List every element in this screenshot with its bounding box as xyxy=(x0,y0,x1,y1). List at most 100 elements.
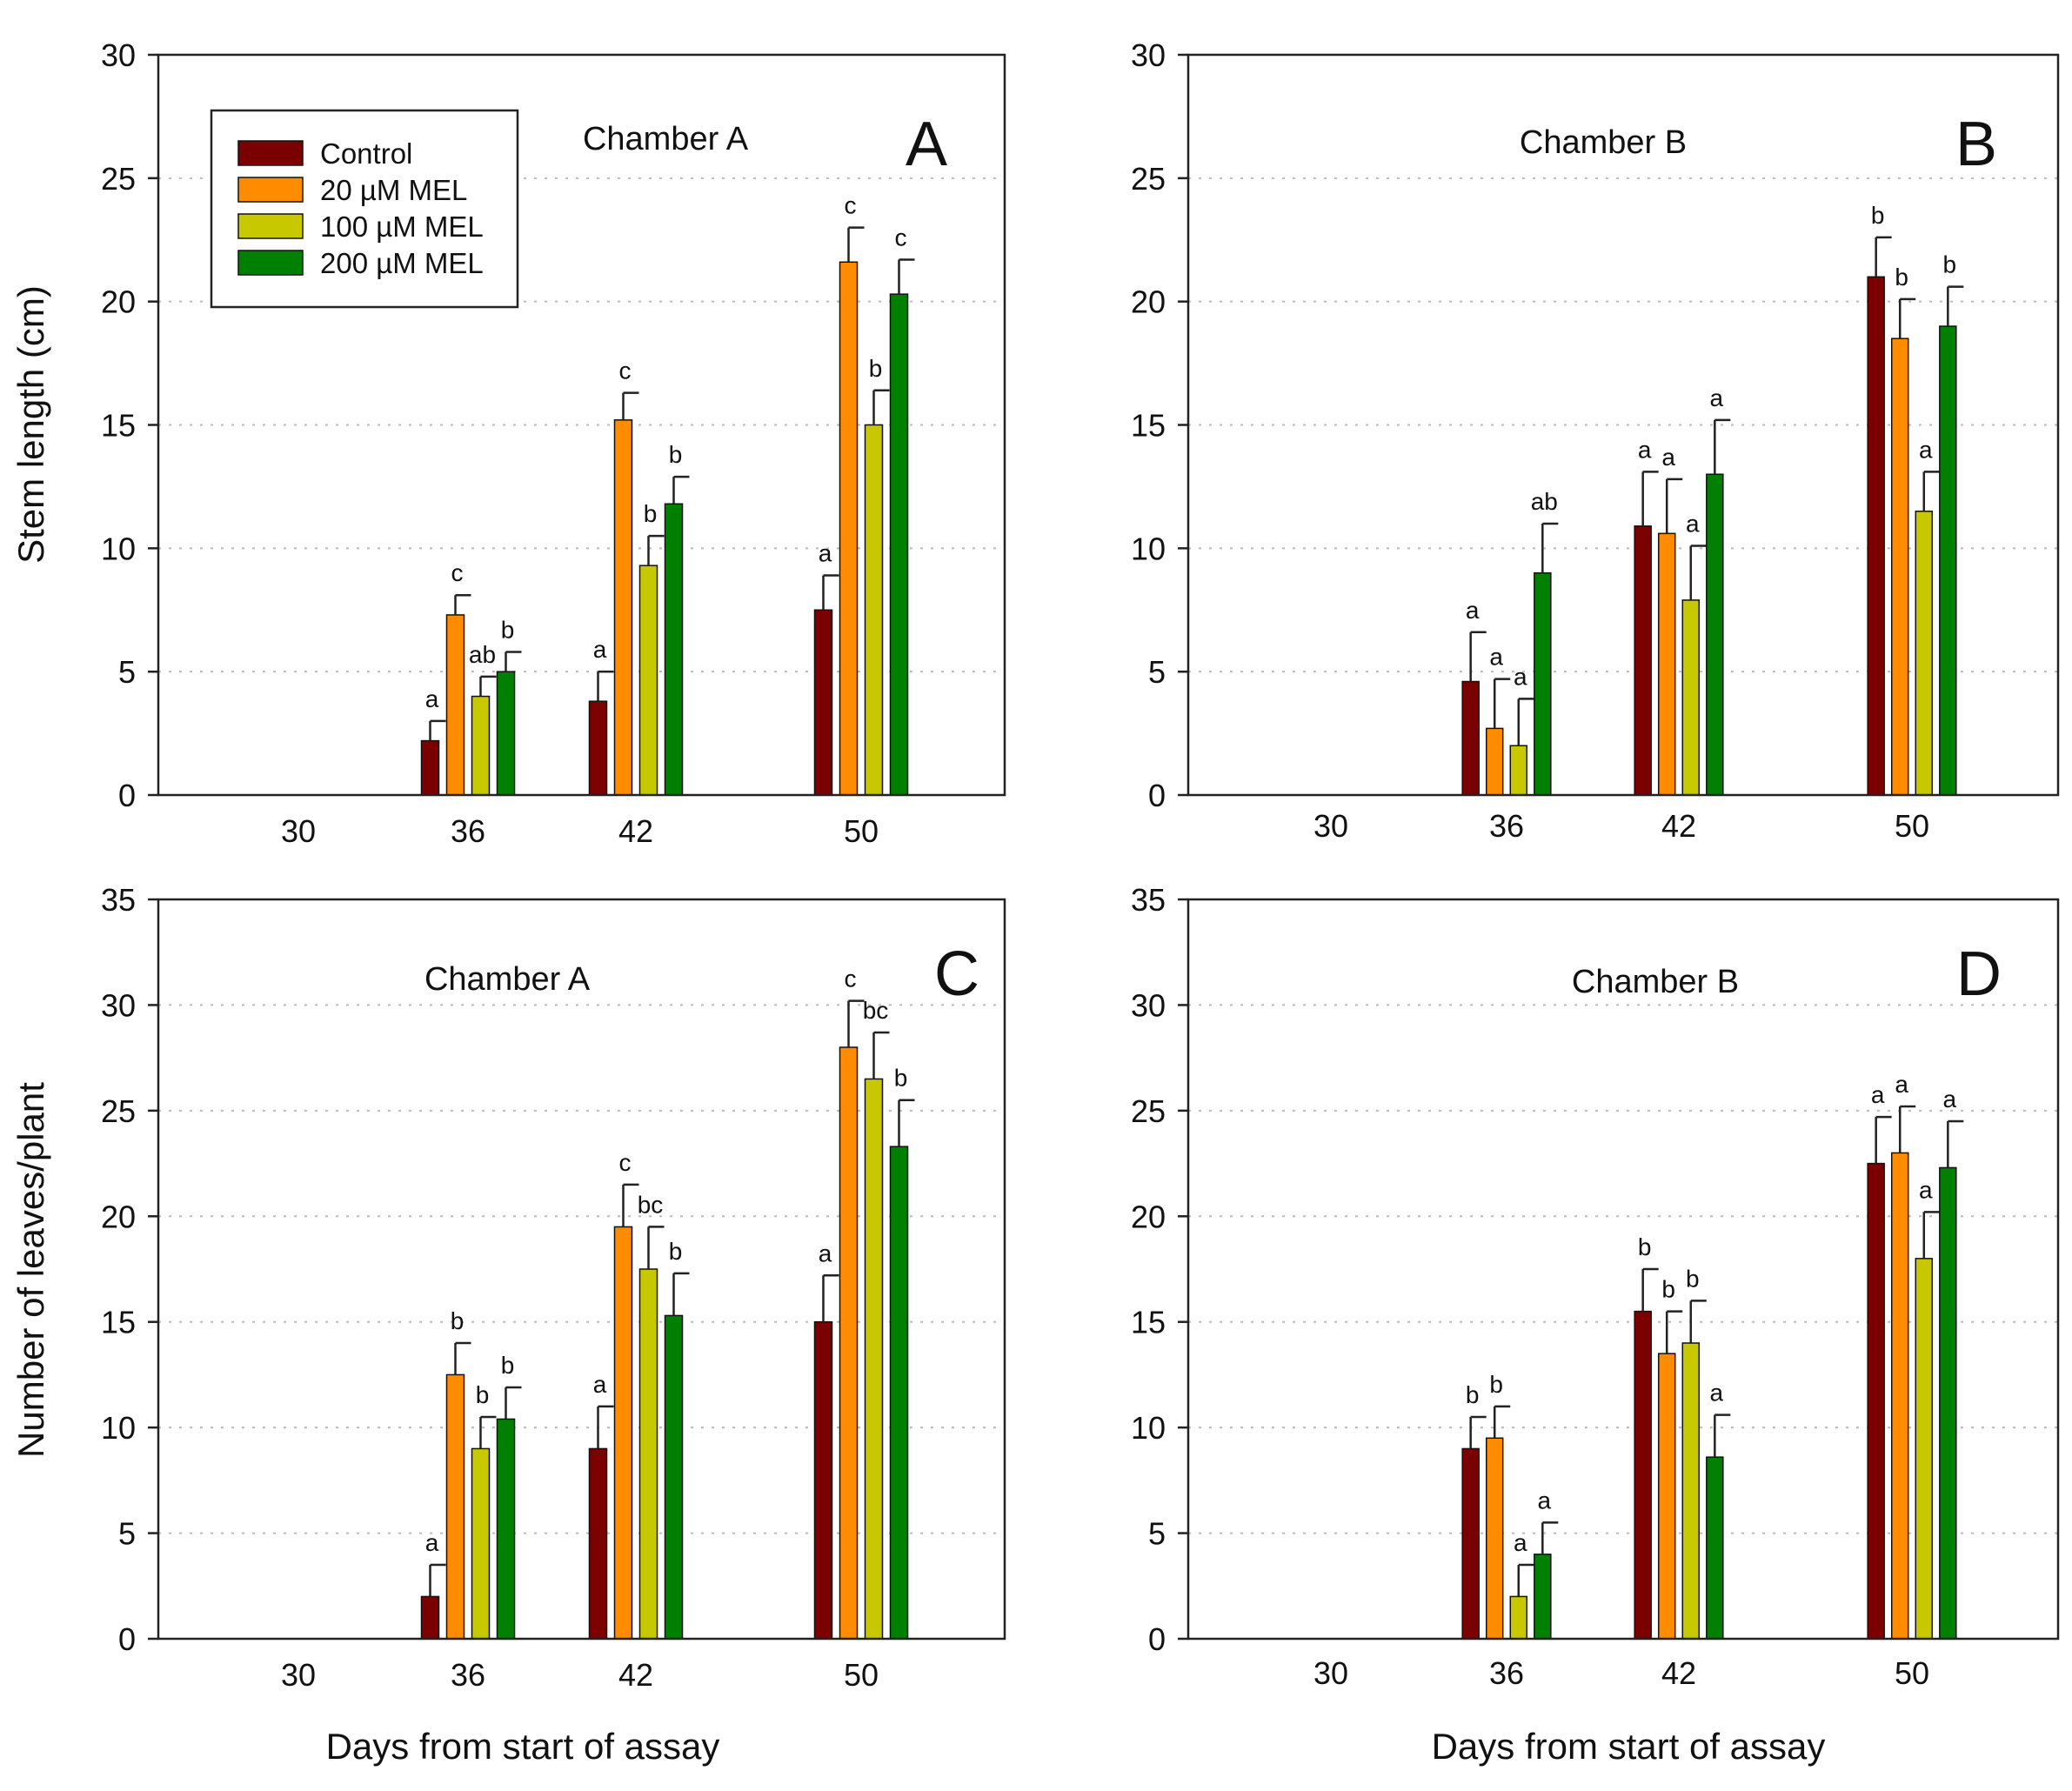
y-tick-label: 15 xyxy=(101,408,136,444)
significance-label: b xyxy=(1661,1276,1675,1303)
error-bar xyxy=(1541,1521,1559,1554)
significance-label: b xyxy=(1895,264,1908,291)
bar-100um-day-36 xyxy=(1509,1595,1528,1640)
significance-label: b xyxy=(1638,1233,1652,1260)
significance-label: a xyxy=(1895,1071,1908,1098)
error-bar xyxy=(454,593,471,615)
significance-label: bc xyxy=(638,1191,664,1218)
error-bar xyxy=(1922,471,1940,511)
x-tick-label: 30 xyxy=(281,813,316,849)
panel-b-title: Chamber B xyxy=(1520,124,1687,161)
panel-d-letter: D xyxy=(1956,939,2002,1009)
significance-label: c xyxy=(845,192,857,219)
significance-label: ab xyxy=(1531,488,1558,515)
y-tick-label: 0 xyxy=(1148,778,1166,813)
x-tick-label: 42 xyxy=(618,1657,653,1693)
significance-label: a xyxy=(1661,444,1675,471)
bar-20um-day-50 xyxy=(839,261,859,796)
x-axis-title-left: Days from start of assay xyxy=(326,1726,720,1767)
error-bar xyxy=(1947,1119,1964,1168)
significance-label: b xyxy=(501,616,515,643)
bar-20um-day-50 xyxy=(1890,1152,1909,1640)
bar-100um-day-50 xyxy=(864,424,884,796)
significance-label: bc xyxy=(863,997,889,1024)
error-bar xyxy=(1517,698,1534,746)
significance-label: c xyxy=(619,1149,632,1176)
bar-200um-day-36 xyxy=(496,1418,516,1640)
bar-control-day-42 xyxy=(1634,525,1652,796)
bar-200um-day-36 xyxy=(1534,1554,1552,1640)
bar-20um-day-50 xyxy=(839,1046,859,1640)
x-tick-label: 30 xyxy=(1313,1655,1348,1691)
bar-200um-day-42 xyxy=(664,503,684,796)
error-bar xyxy=(1875,236,1892,277)
bar-control-day-50 xyxy=(813,1320,833,1640)
error-bar xyxy=(647,1226,665,1269)
bar-control-day-50 xyxy=(813,609,833,796)
significance-label: a xyxy=(1710,384,1724,411)
x-tick-label: 50 xyxy=(844,813,879,849)
significance-label: a xyxy=(819,1240,832,1266)
y-tick-label: 35 xyxy=(101,882,136,918)
y-tick-label: 0 xyxy=(118,1621,136,1657)
y-tick-label: 15 xyxy=(1131,408,1166,444)
y-tick-label: 30 xyxy=(1131,987,1166,1023)
bar-20um-day-36 xyxy=(1485,1437,1504,1640)
significance-label: c xyxy=(845,966,857,992)
panel-d-frame xyxy=(1186,898,2060,1641)
legend-swatch-control xyxy=(237,140,304,166)
significance-label: b xyxy=(669,1238,683,1265)
panel-d-title: Chamber B xyxy=(1572,964,1739,1000)
panel-b-y-ticks: 0 5 10 15 20 25 30 xyxy=(1131,37,1188,813)
panel-b-letter: B xyxy=(1955,110,1997,179)
panel-c-letter: C xyxy=(934,939,979,1009)
error-bar xyxy=(429,1563,446,1597)
bar-20um-day-50 xyxy=(1890,337,1909,796)
error-bar xyxy=(505,651,522,672)
significance-label: a xyxy=(819,540,832,567)
bar-100um-day-50 xyxy=(1915,1258,1934,1640)
y-tick-label: 20 xyxy=(1131,284,1166,320)
significance-label: b xyxy=(894,1065,908,1092)
significance-label: b xyxy=(1686,1265,1700,1292)
y-tick-label: 15 xyxy=(1131,1305,1166,1340)
error-bar xyxy=(1922,1211,1940,1259)
panel-c-title: Chamber A xyxy=(424,961,591,998)
bar-control-day-42 xyxy=(588,700,608,796)
bar-control-day-36 xyxy=(420,1595,440,1640)
significance-label: a xyxy=(425,1529,439,1556)
bar-200um-day-36 xyxy=(496,671,516,796)
bar-100um-day-50 xyxy=(864,1078,884,1640)
error-bar xyxy=(1689,1300,1707,1343)
significance-label: b xyxy=(476,1381,490,1408)
significance-label: b xyxy=(501,1352,515,1379)
significance-label: a xyxy=(1466,597,1480,624)
error-bar xyxy=(1517,1563,1534,1597)
y-tick-label: 15 xyxy=(101,1305,136,1340)
x-tick-label: 50 xyxy=(844,1657,879,1693)
error-bar xyxy=(872,389,890,425)
x-tick-label: 42 xyxy=(618,813,653,849)
legend-swatch-20um xyxy=(237,177,304,203)
legend-label-100um: 100 µM MEL xyxy=(320,211,484,243)
error-bar xyxy=(597,1405,614,1449)
panel-c-y-ticks: 0 5 10 15 20 25 30 35 xyxy=(101,882,158,1657)
y-tick-label: 30 xyxy=(101,987,136,1023)
y-tick-label: 25 xyxy=(1131,1093,1166,1129)
error-bar xyxy=(479,675,497,697)
panel-c-frame xyxy=(157,898,1006,1641)
y-tick-label: 20 xyxy=(101,1199,136,1234)
bar-control-day-36 xyxy=(420,739,440,796)
bar-200um-day-50 xyxy=(889,1146,909,1640)
error-bar xyxy=(1641,1267,1659,1312)
error-bar xyxy=(1469,631,1487,682)
legend-label-200um: 200 µM MEL xyxy=(320,247,484,279)
bar-200um-day-42 xyxy=(1706,473,1724,796)
error-bar xyxy=(847,999,865,1047)
x-tick-label: 50 xyxy=(1895,1655,1929,1691)
x-axis-title-right: Days from start of assay xyxy=(1432,1726,1826,1767)
y-tick-label: 20 xyxy=(1131,1199,1166,1234)
significance-label: c xyxy=(619,358,632,384)
